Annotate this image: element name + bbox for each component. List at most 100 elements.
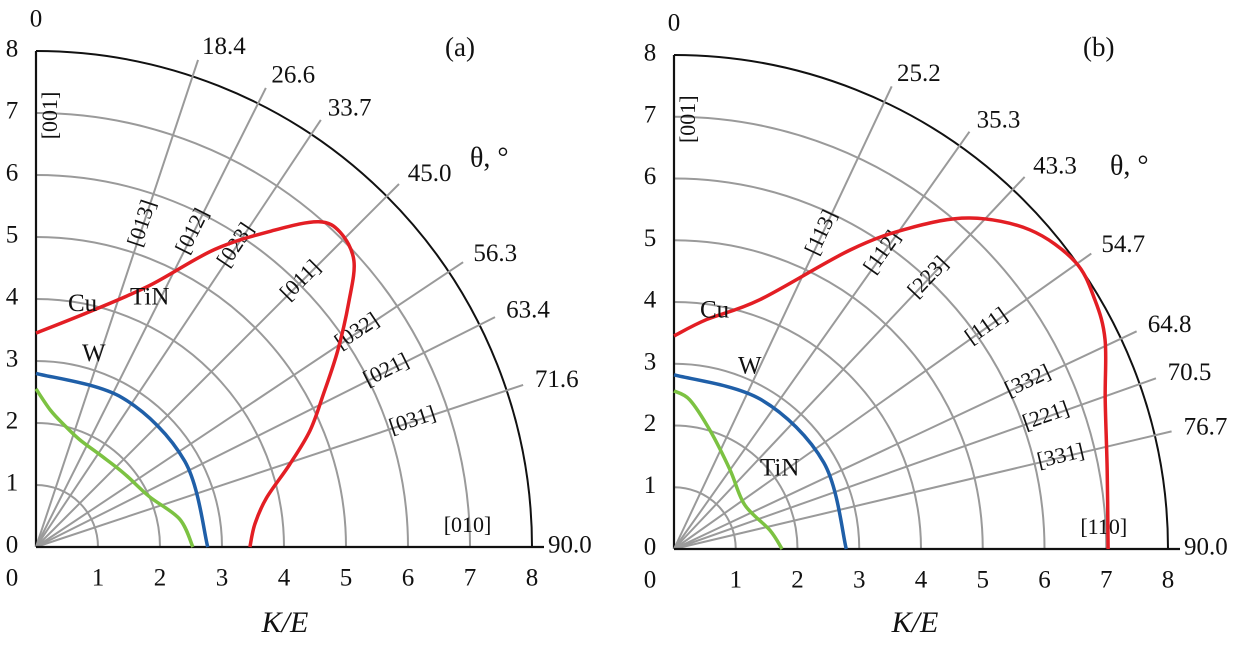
theta-label: θ, °: [470, 142, 509, 173]
direction-label: [001]: [37, 92, 62, 140]
panel: 0[001]25.2[113]35.3[112]43.3[223]54.7[11…: [644, 10, 1228, 639]
theta-tick-label: 25.2: [897, 60, 941, 87]
panel: 0[001]18.4[013]26.6[012]33.7[023]45.0[01…: [6, 6, 592, 639]
curve: [35, 220, 356, 548]
theta-tick-label: 18.4: [202, 33, 246, 60]
direction-label: [110]: [1080, 514, 1127, 539]
grid-arc: [673, 177, 1046, 550]
panel-label: (a): [445, 32, 475, 62]
x-tick-label: 5: [977, 567, 990, 594]
theta-tick-label: 64.8: [1148, 311, 1192, 338]
x-tick-label: 2: [791, 567, 804, 594]
y-tick-label: 0: [644, 534, 657, 561]
direction-label: [012]: [170, 204, 214, 258]
theta-tick-label: 43.3: [1033, 153, 1077, 180]
x-tick-label: 0: [644, 567, 657, 594]
x-tick-label: 4: [915, 567, 928, 594]
direction-label: [011]: [274, 254, 325, 305]
y-tick-label: 0: [6, 532, 19, 559]
y-tick-label: 4: [644, 287, 657, 314]
grid-arc: [673, 115, 1108, 550]
curve-label: Cu: [700, 297, 730, 324]
y-tick-label: 5: [6, 222, 19, 249]
theta-tick-label: 90.0: [1184, 534, 1228, 561]
angle-ray: [35, 59, 199, 548]
x-tick-label: 8: [526, 565, 539, 592]
outer-arc: [673, 54, 1169, 550]
y-tick-label: 3: [6, 346, 19, 373]
y-tick-label: 8: [6, 36, 19, 63]
grid-arc: [673, 486, 737, 550]
curve-label: W: [738, 353, 762, 380]
direction-label: [031]: [386, 400, 439, 439]
curve: [35, 371, 210, 548]
y-tick-label: 1: [644, 472, 657, 499]
angle-ray: [35, 261, 464, 548]
curve-label: Cu: [68, 290, 98, 317]
angle-ray: [673, 430, 1172, 550]
y-tick-label: 2: [6, 408, 19, 435]
y-tick-label: 7: [6, 98, 19, 125]
theta-tick-label: 26.6: [271, 62, 315, 89]
theta-tick-label: 56.3: [473, 240, 517, 267]
angle-ray: [35, 183, 400, 548]
x-tick-label: 5: [340, 565, 353, 592]
y-tick-label: 4: [6, 284, 19, 311]
x-tick-label: 1: [730, 567, 743, 594]
curve: [673, 373, 848, 550]
angle-ray: [35, 119, 322, 548]
theta-tick-label: 76.7: [1184, 413, 1228, 440]
y-tick-label: 5: [644, 225, 657, 252]
direction-label: [001]: [675, 95, 700, 143]
x-tick-label: 6: [402, 565, 415, 592]
x-tick-label: 7: [464, 565, 477, 592]
theta-tick-label: 63.4: [506, 296, 550, 323]
y-tick-label: 2: [644, 410, 657, 437]
curve: [673, 389, 784, 550]
x-tick-label: 3: [216, 565, 229, 592]
curve-label: TiN: [760, 455, 799, 482]
y-tick-label: 7: [644, 101, 657, 128]
direction-label: [221]: [1019, 395, 1072, 434]
angle-ray: [673, 131, 971, 550]
direction-label: [013]: [122, 196, 161, 249]
grid-arc: [673, 301, 922, 550]
direction-label: [021]: [359, 347, 413, 391]
direction-label: [331]: [1034, 437, 1086, 472]
theta-label: θ, °: [1110, 150, 1149, 181]
x-axis-label: K/E: [891, 606, 939, 639]
y-tick-label: 1: [6, 470, 19, 497]
x-axis-label: K/E: [261, 606, 309, 639]
angle-ray: [673, 377, 1157, 550]
y-tick-label: 3: [644, 348, 657, 375]
curve: [673, 216, 1110, 550]
theta-tick-label: 70.5: [1168, 359, 1212, 386]
panel-label: (b): [1083, 32, 1114, 62]
theta-tick-label: 35.3: [977, 106, 1021, 133]
direction-label: [113]: [799, 206, 842, 259]
x-tick-label: 3: [853, 567, 866, 594]
theta-tick-label: 33.7: [328, 94, 372, 121]
angle-ray: [35, 87, 267, 548]
theta-tick-label: 71.6: [535, 366, 579, 393]
direction-label: [010]: [444, 512, 492, 537]
theta-tick-label: 0: [30, 6, 43, 33]
y-tick-label: 6: [6, 160, 19, 187]
direction-label: [223]: [902, 251, 953, 303]
angle-ray: [673, 85, 893, 550]
x-tick-label: 2: [154, 565, 167, 592]
x-tick-label: 1: [92, 565, 105, 592]
x-tick-label: 0: [6, 565, 19, 592]
angle-ray: [35, 316, 496, 548]
curve-label: W: [82, 340, 106, 367]
curve: [34, 387, 195, 548]
curve-label: TiN: [130, 284, 169, 311]
angle-ray: [673, 252, 1092, 550]
grid-arc: [673, 424, 799, 550]
x-tick-label: 4: [278, 565, 291, 592]
angle-ray: [35, 384, 524, 548]
grid-arc: [673, 362, 861, 550]
theta-tick-label: 0: [668, 10, 681, 37]
